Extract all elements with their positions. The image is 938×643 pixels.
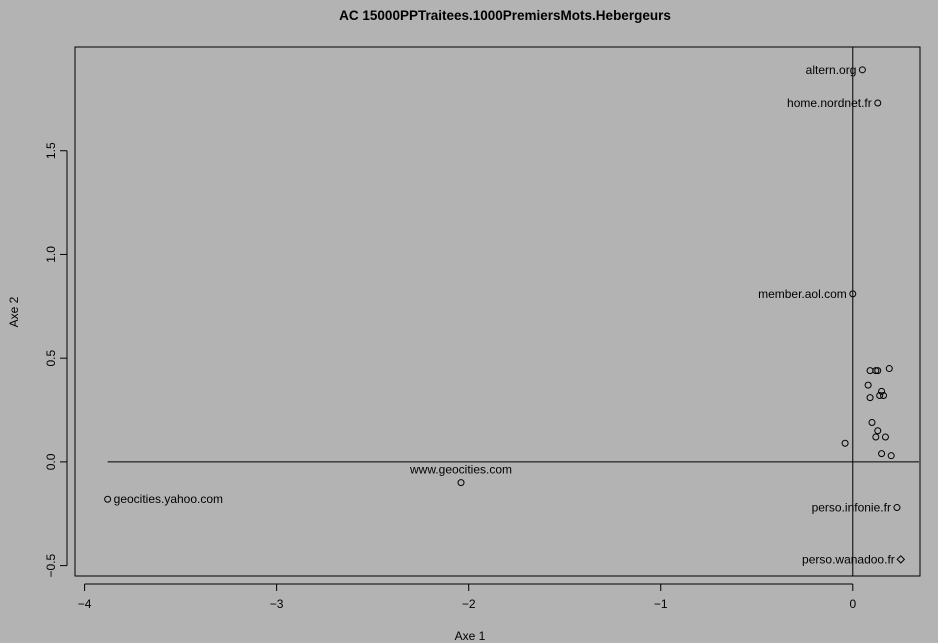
data-point [878,387,886,395]
point-label: altern.org [806,63,857,77]
point-label: member.aol.com [758,287,847,301]
data-point [876,392,884,400]
data-point [887,452,895,460]
data-point [866,394,874,402]
point-label: geocities.yahoo.com [114,492,223,506]
plot-frame [74,46,921,577]
data-point [841,439,849,447]
data-point [878,450,886,458]
x-tick-label: −1 [654,597,668,611]
data-point [874,427,882,435]
data-points: altern.org home.nordnet.fr member.aol.com g… [104,63,906,566]
point-label: www.geocities.com [409,463,512,477]
point-label: perso.infonie.fr [812,501,891,515]
data-point [849,290,857,298]
y-tick-label: 1.0 [44,246,58,263]
data-point [872,367,880,375]
x-tick-label: −4 [78,597,92,611]
x-tick-label: 0 [849,597,856,611]
data-point [885,365,893,373]
y-tick-label: −0.5 [44,553,58,577]
x-tick-label: −3 [270,597,284,611]
data-point [858,66,866,74]
y-axis: −0.5 0.0 0.5 1.0 1.5 [44,142,68,577]
data-point [457,479,465,487]
point-label: perso.wanadoo.fr [802,552,895,566]
data-point [864,381,872,389]
x-axis: −4 −3 −2 −1 0 [78,583,856,611]
y-axis-label: Axe 2 [7,296,21,327]
x-tick-label: −2 [462,597,476,611]
data-point [881,433,889,441]
data-point [872,433,880,441]
y-tick-label: 0.5 [44,350,58,367]
chart-title: AC 15000PPTraitees.1000PremiersMots.Hebe… [339,8,671,23]
data-point [896,555,906,564]
data-point [868,418,876,426]
data-point [893,504,901,512]
y-tick-label: 0.0 [44,453,58,470]
data-point [874,99,882,107]
x-axis-label: Axe 1 [455,629,486,643]
data-point [880,392,888,400]
y-tick-label: 1.5 [44,142,58,159]
data-point [874,367,882,375]
data-point [104,495,112,503]
point-label: home.nordnet.fr [787,96,872,110]
